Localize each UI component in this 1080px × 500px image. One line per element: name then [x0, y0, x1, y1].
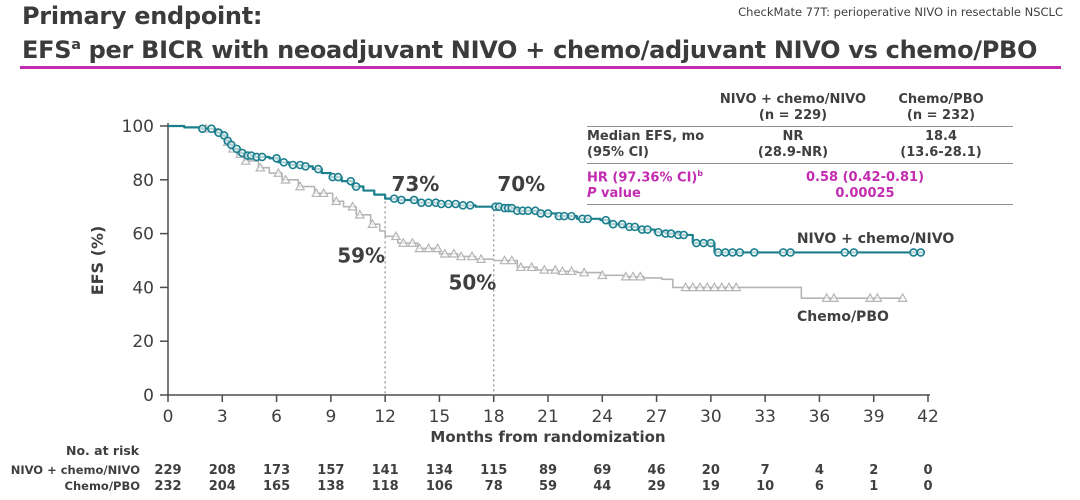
svg-text:100: 100 — [122, 117, 154, 137]
svg-text:44: 44 — [593, 479, 611, 494]
svg-text:36: 36 — [809, 407, 831, 427]
svg-text:0: 0 — [143, 386, 154, 406]
median-efs-pbo-value: 18.4 (13.6-28.1) — [900, 129, 982, 160]
svg-text:7: 7 — [761, 463, 770, 478]
stats-row-hr-pvalue: HR (97.36% CI)b P value 0.58 (0.42-0.81) 0… — [587, 164, 1013, 206]
series-nivo-censor-marks — [198, 124, 926, 257]
stats-table: NIVO + chemo/NIVO (n = 229) Chemo/PBO (n =… — [587, 92, 1013, 206]
svg-text:157: 157 — [317, 463, 344, 478]
svg-text:Chemo/PBO: Chemo/PBO — [65, 479, 141, 493]
svg-text:70%: 70% — [497, 172, 545, 196]
hr-pvalue-value: 0.58 (0.42-0.81) 0.00025 — [805, 170, 925, 202]
svg-text:20: 20 — [702, 463, 720, 478]
svg-text:6: 6 — [815, 479, 824, 494]
title-line-2: EFSa per BICR with neoadjuvant NIVO + ch… — [22, 36, 1038, 64]
svg-text:4: 4 — [815, 463, 824, 478]
svg-text:EFS (%): EFS (%) — [88, 226, 107, 296]
stats-header-nivo: NIVO + chemo/NIVO (n = 229) — [719, 92, 867, 123]
study-label: CheckMate 77T: perioperative NIVO in res… — [738, 5, 1063, 19]
svg-text:30: 30 — [700, 407, 722, 427]
svg-text:59: 59 — [539, 479, 557, 494]
svg-text:134: 134 — [426, 463, 453, 478]
svg-text:3: 3 — [217, 407, 228, 427]
svg-text:21: 21 — [537, 407, 559, 427]
svg-text:59%: 59% — [337, 244, 385, 268]
svg-text:19: 19 — [702, 479, 720, 494]
median-efs-nivo-value: NR (28.9-NR) — [757, 129, 829, 160]
svg-text:39: 39 — [863, 407, 885, 427]
svg-text:50%: 50% — [448, 271, 496, 295]
svg-text:69: 69 — [593, 463, 611, 478]
svg-text:9: 9 — [325, 407, 336, 427]
svg-text:6: 6 — [271, 407, 282, 427]
risk-row-pbo: Chemo/PBO 232 204 165 138 118 106 78 59 44 29 19 10 6… — [65, 479, 933, 494]
svg-text:NIVO + chemo/NIVO: NIVO + chemo/NIVO — [11, 463, 141, 477]
svg-text:1: 1 — [869, 479, 878, 494]
svg-text:204: 204 — [209, 479, 236, 494]
page-title: Primary endpoint: EFSa per BICR with neoa… — [22, 2, 1037, 65]
svg-text:2: 2 — [869, 463, 878, 478]
svg-text:18: 18 — [483, 407, 505, 427]
svg-text:Months from randomization: Months from randomization — [430, 428, 665, 446]
svg-text:20: 20 — [132, 332, 154, 352]
svg-text:60: 60 — [132, 225, 154, 245]
svg-text:208: 208 — [209, 463, 236, 478]
svg-text:141: 141 — [372, 463, 399, 478]
svg-text:10: 10 — [756, 479, 774, 494]
title-underline — [20, 66, 1061, 69]
annotations: 73% 70% 59% 50% NIVO + chemo/NIVO Chemo/PBO — [337, 172, 954, 325]
title-line-1: Primary endpoint: — [22, 2, 263, 30]
svg-text:78: 78 — [485, 479, 503, 494]
svg-text:42: 42 — [917, 407, 939, 427]
svg-text:173: 173 — [263, 463, 290, 478]
svg-text:232: 232 — [154, 479, 181, 494]
svg-text:29: 29 — [648, 479, 666, 494]
svg-text:89: 89 — [539, 463, 557, 478]
svg-text:115: 115 — [480, 463, 507, 478]
svg-text:118: 118 — [372, 479, 399, 494]
svg-text:0: 0 — [163, 407, 174, 427]
svg-text:0: 0 — [923, 463, 932, 478]
svg-text:0: 0 — [923, 479, 932, 494]
svg-text:No. at risk: No. at risk — [66, 443, 140, 458]
x-axis-ticks: 0 3 6 9 12 15 18 21 24 27 30 33 36 39 42 — [163, 395, 939, 427]
footnote-marker-a: a — [71, 37, 81, 53]
footnote-marker-b: b — [697, 169, 703, 178]
svg-text:27: 27 — [646, 407, 668, 427]
svg-text:15: 15 — [429, 407, 451, 427]
svg-text:73%: 73% — [391, 172, 439, 196]
svg-text:NIVO + chemo/NIVO: NIVO + chemo/NIVO — [797, 231, 954, 247]
y-axis-ticks: 0 20 40 60 80 100 — [122, 117, 168, 406]
svg-text:80: 80 — [132, 171, 154, 191]
y-axis-label: EFS (%) — [88, 226, 107, 296]
hr-pvalue-label: HR (97.36% CI)b P value — [587, 169, 703, 202]
x-axis-label: Months from randomization — [430, 428, 665, 446]
svg-text:33: 33 — [754, 407, 776, 427]
landmark-lines — [384, 201, 495, 395]
stats-header-pbo: Chemo/PBO (n = 232) — [898, 92, 984, 123]
svg-text:138: 138 — [317, 479, 344, 494]
risk-row-nivo: NIVO + chemo/NIVO 229 208 173 157 141 134 115 89… — [11, 463, 933, 478]
svg-text:24: 24 — [591, 407, 613, 427]
svg-text:106: 106 — [426, 479, 453, 494]
svg-text:229: 229 — [154, 463, 181, 478]
svg-text:40: 40 — [132, 278, 154, 298]
stats-row-median-efs: Median EFS, mo (95% CI) NR (28.9-NR) 18.4(… — [587, 127, 1013, 164]
svg-text:165: 165 — [263, 479, 290, 494]
svg-text:46: 46 — [648, 463, 666, 478]
svg-text:12: 12 — [374, 407, 396, 427]
median-efs-label: Median EFS, mo (95% CI) — [587, 129, 705, 160]
stats-header-row: NIVO + chemo/NIVO (n = 229) Chemo/PBO (n =… — [587, 92, 1013, 127]
svg-text:Chemo/PBO: Chemo/PBO — [797, 309, 889, 325]
